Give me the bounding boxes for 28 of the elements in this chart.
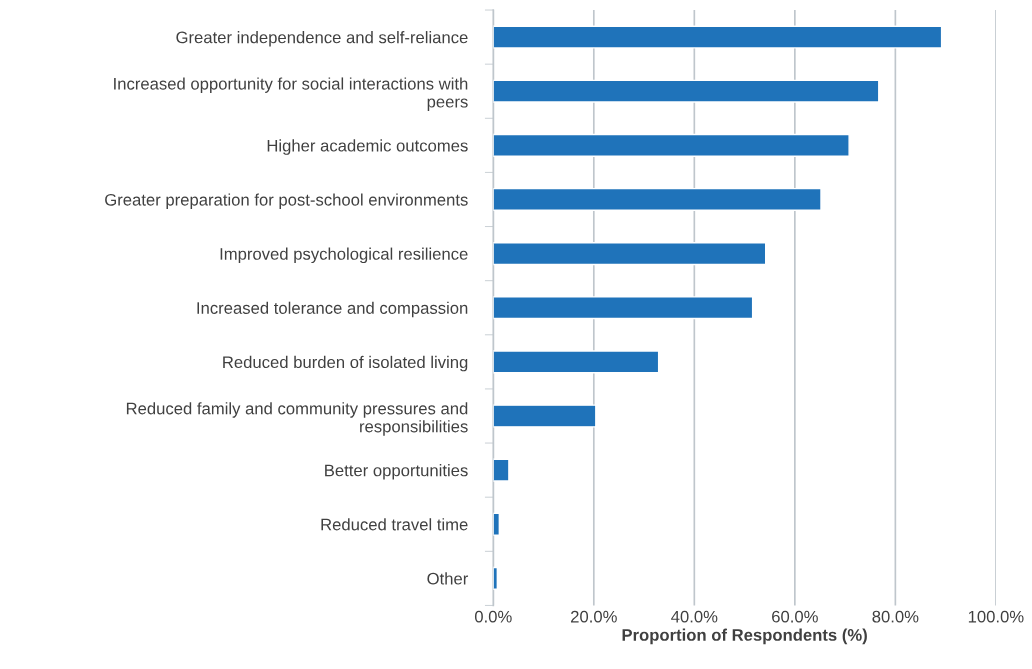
x-tick-label: 80.0%: [872, 610, 919, 623]
x-tick-label: 0.0%: [474, 610, 512, 623]
y-tick-label: Greater independence and self-reliance: [176, 31, 468, 47]
y-tick-label: Greater preparation for post-school environments: [105, 193, 468, 209]
bar: [493, 512, 501, 536]
y-tick-label: Better opportunities: [325, 464, 468, 480]
x-axis-title: Proportion of Respondents (%): [622, 628, 867, 645]
y-tick-label: Other: [427, 572, 469, 585]
bar: [493, 25, 943, 49]
bar: [493, 404, 597, 428]
y-tick-label: Increased opportunity for social interactions with peers: [114, 77, 468, 111]
bar: [493, 350, 660, 374]
x-tick-label: 40.0%: [671, 610, 718, 623]
y-tick-label: Reduced family and community pressures and responsibilities: [126, 402, 468, 436]
x-tick-label: 100.0%: [968, 610, 1024, 623]
bar: [493, 187, 822, 212]
y-tick-label: Increased tolerance and compassion: [197, 301, 468, 318]
bar: [493, 79, 880, 103]
y-tick-label: Higher academic outcomes: [267, 139, 468, 155]
x-tick-label: 20.0%: [571, 610, 617, 623]
bar: [493, 133, 850, 157]
y-tick-label: Reduced travel time: [321, 518, 468, 531]
bar: [493, 242, 767, 266]
bar: [493, 458, 510, 482]
y-tick-label: Improved psychological resilience: [220, 247, 468, 264]
bar: [493, 296, 754, 320]
y-tick-label: Reduced burden of isolated living: [223, 355, 468, 372]
x-tick-label: 60.0%: [772, 610, 818, 623]
